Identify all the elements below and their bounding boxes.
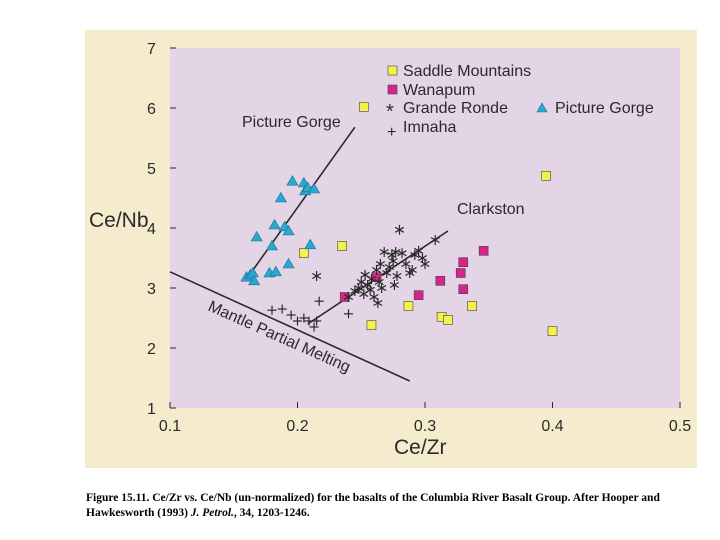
x-tick-label: 0.4 [541,418,563,435]
caption-journal: J. Petrol. [190,507,234,519]
wanapum-point [435,276,446,286]
figure-caption: Figure 15.11. Ce/Zr vs. Ce/Nb (un-normal… [86,491,686,521]
y-tick-label: 4 [147,221,156,238]
picture-gorge-point [282,257,295,269]
grande-ronde-point [375,259,385,269]
imnaha-point [312,316,322,326]
grande-ronde-point [397,248,407,259]
grande-ronde-point [387,250,397,260]
grande-ronde-point [379,247,389,257]
imnaha-point [293,316,302,326]
x-axis-title: Ce/Zr [394,436,447,459]
plot-area [170,48,680,408]
point-layer [240,102,558,337]
legend-swatch-saddle-mountains [387,65,398,76]
legend-label-saddle-mountains: Saddle Mountains [403,63,531,80]
grande-ronde-point [377,283,387,293]
picture-gorge-point [268,218,281,230]
grande-ronde-point [356,277,366,287]
legend-swatch-wanapum [387,84,398,95]
grande-ronde-point [401,259,411,269]
grande-ronde-point [391,247,401,257]
saddle-mountains-point [337,241,347,251]
annotation-clarkston: Clarkston [457,201,525,218]
grande-ronde-point [407,265,417,275]
legend: Saddle Mountains Wanapum * Grande Ronde … [386,63,654,141]
imnaha-point [344,309,353,319]
y-tick-label: 6 [147,101,156,118]
picture-gorge-point [286,175,299,186]
legend-swatch-picture-gorge [536,102,548,113]
grande-ronde-point [389,280,400,290]
legend-label-wanapum: Wanapum [403,82,475,99]
grande-ronde-point [373,298,383,308]
picture-gorge-point [282,224,295,236]
saddle-mountains-point [358,102,369,112]
grande-ronde-point [394,224,405,235]
grande-ronde-point [350,286,360,296]
y-tick-label: 2 [147,341,156,358]
imnaha-point [304,316,314,326]
imnaha-point [277,304,287,314]
x-tick-label: 0.2 [286,418,308,435]
wanapum-point [413,290,424,301]
grande-ronde-point [392,271,402,281]
imnaha-point [299,313,309,323]
saddle-mountains-point [299,248,309,258]
picture-gorge-point [269,265,282,277]
legend-symbol-imnaha: + [387,124,396,141]
grande-ronde-point [366,274,377,284]
wanapum-point [458,257,469,267]
legend-symbol-grande-ronde: * [386,101,394,123]
legend-label-imnaha: Imnaha [403,119,456,136]
y-tick-label: 1 [147,401,156,418]
scatter-chart: 1 2 3 4 5 6 7 0.1 0.2 0.3 0.4 0.5 Ce/Nb Ce/Zr Pictu… [89,41,691,459]
trend-line-picture-gorge [245,126,356,280]
picture-gorge-point [250,230,263,242]
wanapum-point [478,246,489,256]
imnaha-point [314,296,324,306]
x-tick-label: 0.1 [159,418,181,435]
y-tick-label: 3 [147,281,156,298]
saddle-mountains-point [547,326,558,337]
saddle-mountains-point [403,301,414,311]
imnaha-point [309,322,319,332]
grande-ronde-point [312,271,322,281]
grande-ronde-point [343,292,354,302]
imnaha-point [286,310,296,320]
picture-gorge-point [308,182,321,194]
grande-ronde-point [388,256,398,266]
y-axis-title: Ce/Nb [89,209,149,232]
caption-citation: , 34, 1203-1246. [233,507,310,519]
saddle-mountains-point [467,301,477,311]
saddle-mountains-point [443,314,453,325]
legend-label-grande-ronde: Grande Ronde [403,100,508,117]
grande-ronde-point [430,235,440,245]
legend-label-picture-gorge: Picture Gorge [555,100,654,117]
figure-panel: 1 2 3 4 5 6 7 0.1 0.2 0.3 0.4 0.5 Ce/Nb Ce/Zr Pictu… [85,30,697,468]
annotation-picture-gorge: Picture Gorge [242,114,341,131]
x-tick-label: 0.5 [669,418,691,435]
grande-ronde-point [410,250,420,260]
trend-line-mantle-partial-melting [169,271,411,382]
grande-ronde-point [365,284,375,295]
y-tick-label: 5 [147,161,156,178]
picture-gorge-point [265,239,279,251]
picture-gorge-point [248,274,261,286]
tick-layer: 1 2 3 4 5 6 7 0.1 0.2 0.3 0.4 0.5 [147,41,691,435]
caption-text: Ce/Zr vs. Ce/Nb (un-normalized) for the … [86,492,660,519]
wanapum-point [455,268,466,278]
x-tick-label: 0.3 [414,418,436,435]
grande-ronde-point [420,259,430,269]
picture-gorge-point [274,191,287,203]
wanapum-point [458,284,469,294]
saddle-mountains-point [366,320,377,331]
grande-ronde-point [414,245,424,256]
caption-figure-label: Figure 15.11. [86,492,150,504]
saddle-mountains-point [541,171,551,181]
picture-gorge-point [304,238,317,250]
y-tick-label: 7 [147,41,156,58]
imnaha-point [267,305,277,315]
